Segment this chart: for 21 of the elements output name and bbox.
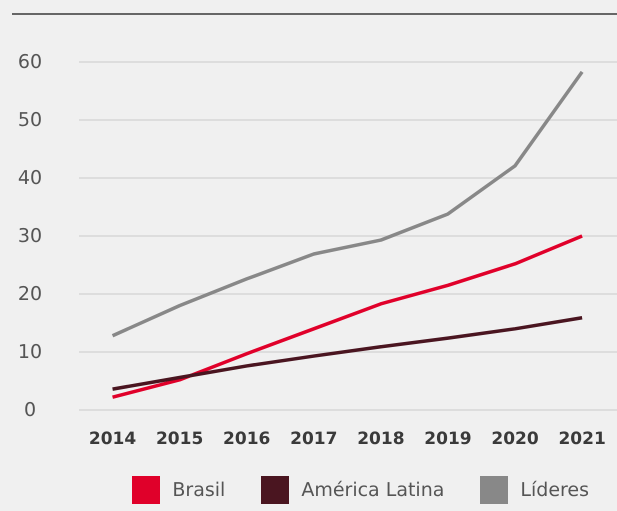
y-tick-label: 20: [18, 283, 42, 305]
x-tick-label: 2018: [357, 429, 405, 450]
legend-label: Líderes: [520, 479, 589, 501]
x-tick-label: 2014: [88, 429, 136, 450]
y-tick-label: 10: [18, 341, 42, 363]
x-tick-label: 2020: [491, 429, 539, 450]
x-tick-label: 2021: [558, 429, 606, 450]
x-tick-label: 2017: [290, 429, 338, 450]
x-tick-label: 2016: [223, 429, 270, 450]
y-tick-label: 50: [18, 109, 42, 131]
y-tick-label: 0: [24, 399, 36, 421]
y-tick-label: 30: [18, 225, 42, 247]
legend-label: América Latina: [301, 479, 444, 501]
y-tick-label: 60: [18, 51, 42, 73]
line-series: [110, 70, 584, 338]
line-series: [110, 234, 584, 399]
x-tick-label: 2019: [424, 429, 472, 450]
line-series: [110, 316, 584, 391]
y-tick-label: 40: [18, 167, 42, 189]
x-tick-label: 2015: [156, 429, 204, 450]
legend-label: Brasil: [172, 479, 226, 501]
